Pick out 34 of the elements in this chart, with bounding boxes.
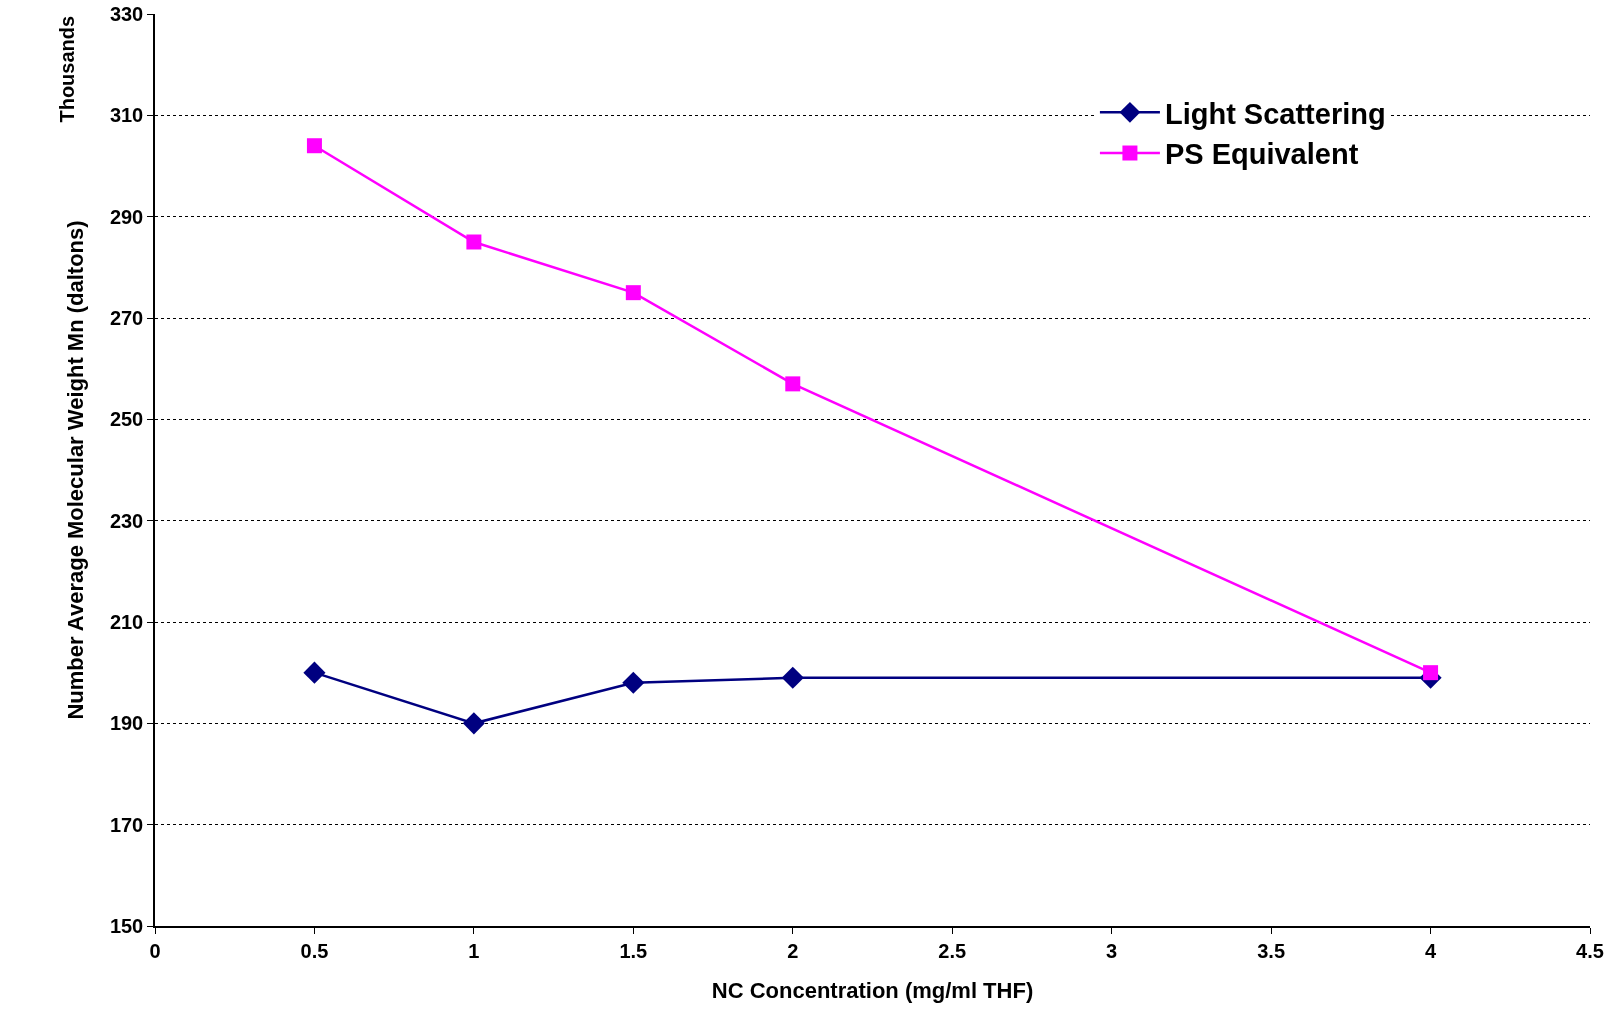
x-tick-label: 0.5 (300, 939, 329, 962)
point (303, 661, 326, 684)
point (462, 712, 485, 735)
x-tick-label: 4 (1425, 939, 1437, 962)
x-tick-label: 3.5 (1257, 939, 1286, 962)
legend-label: Light Scattering (1164, 97, 1386, 130)
point (1423, 665, 1439, 681)
y-tick-label: 330 (109, 3, 144, 25)
point (781, 666, 804, 689)
x-axis-title: NC Concentration (mg/ml THF) (711, 978, 1034, 1004)
point (622, 671, 645, 694)
text: Thousands (55, 15, 78, 123)
y-axis-title: Number Average Molecular Weight Mn (daltons) (63, 220, 89, 720)
x-tick-label: 1 (468, 939, 480, 962)
x-tick-label: 2 (787, 939, 799, 962)
y-tick-label: 270 (109, 307, 144, 329)
y-tick-label: 190 (109, 712, 144, 735)
point (306, 138, 322, 154)
x-tick-label: 3 (1106, 939, 1118, 962)
y-tick-label: 210 (109, 611, 144, 633)
x-tick-label: 2.5 (938, 939, 967, 962)
y-tick-label: 310 (109, 104, 144, 127)
y-tick-label: 170 (109, 813, 144, 836)
point (466, 234, 482, 250)
point (625, 285, 641, 301)
y-tick-label: 250 (109, 408, 144, 431)
legend-label: PS Equivalent (1164, 138, 1359, 171)
point (785, 376, 801, 392)
x-tick-label: 4.5 (1576, 939, 1604, 962)
y-tick-label: 230 (109, 509, 144, 532)
x-tick-label: 0 (149, 939, 161, 962)
x-tick-label: 1.5 (619, 939, 648, 962)
y-tick-label: 290 (109, 205, 144, 228)
y-tick-label: 150 (109, 915, 144, 937)
